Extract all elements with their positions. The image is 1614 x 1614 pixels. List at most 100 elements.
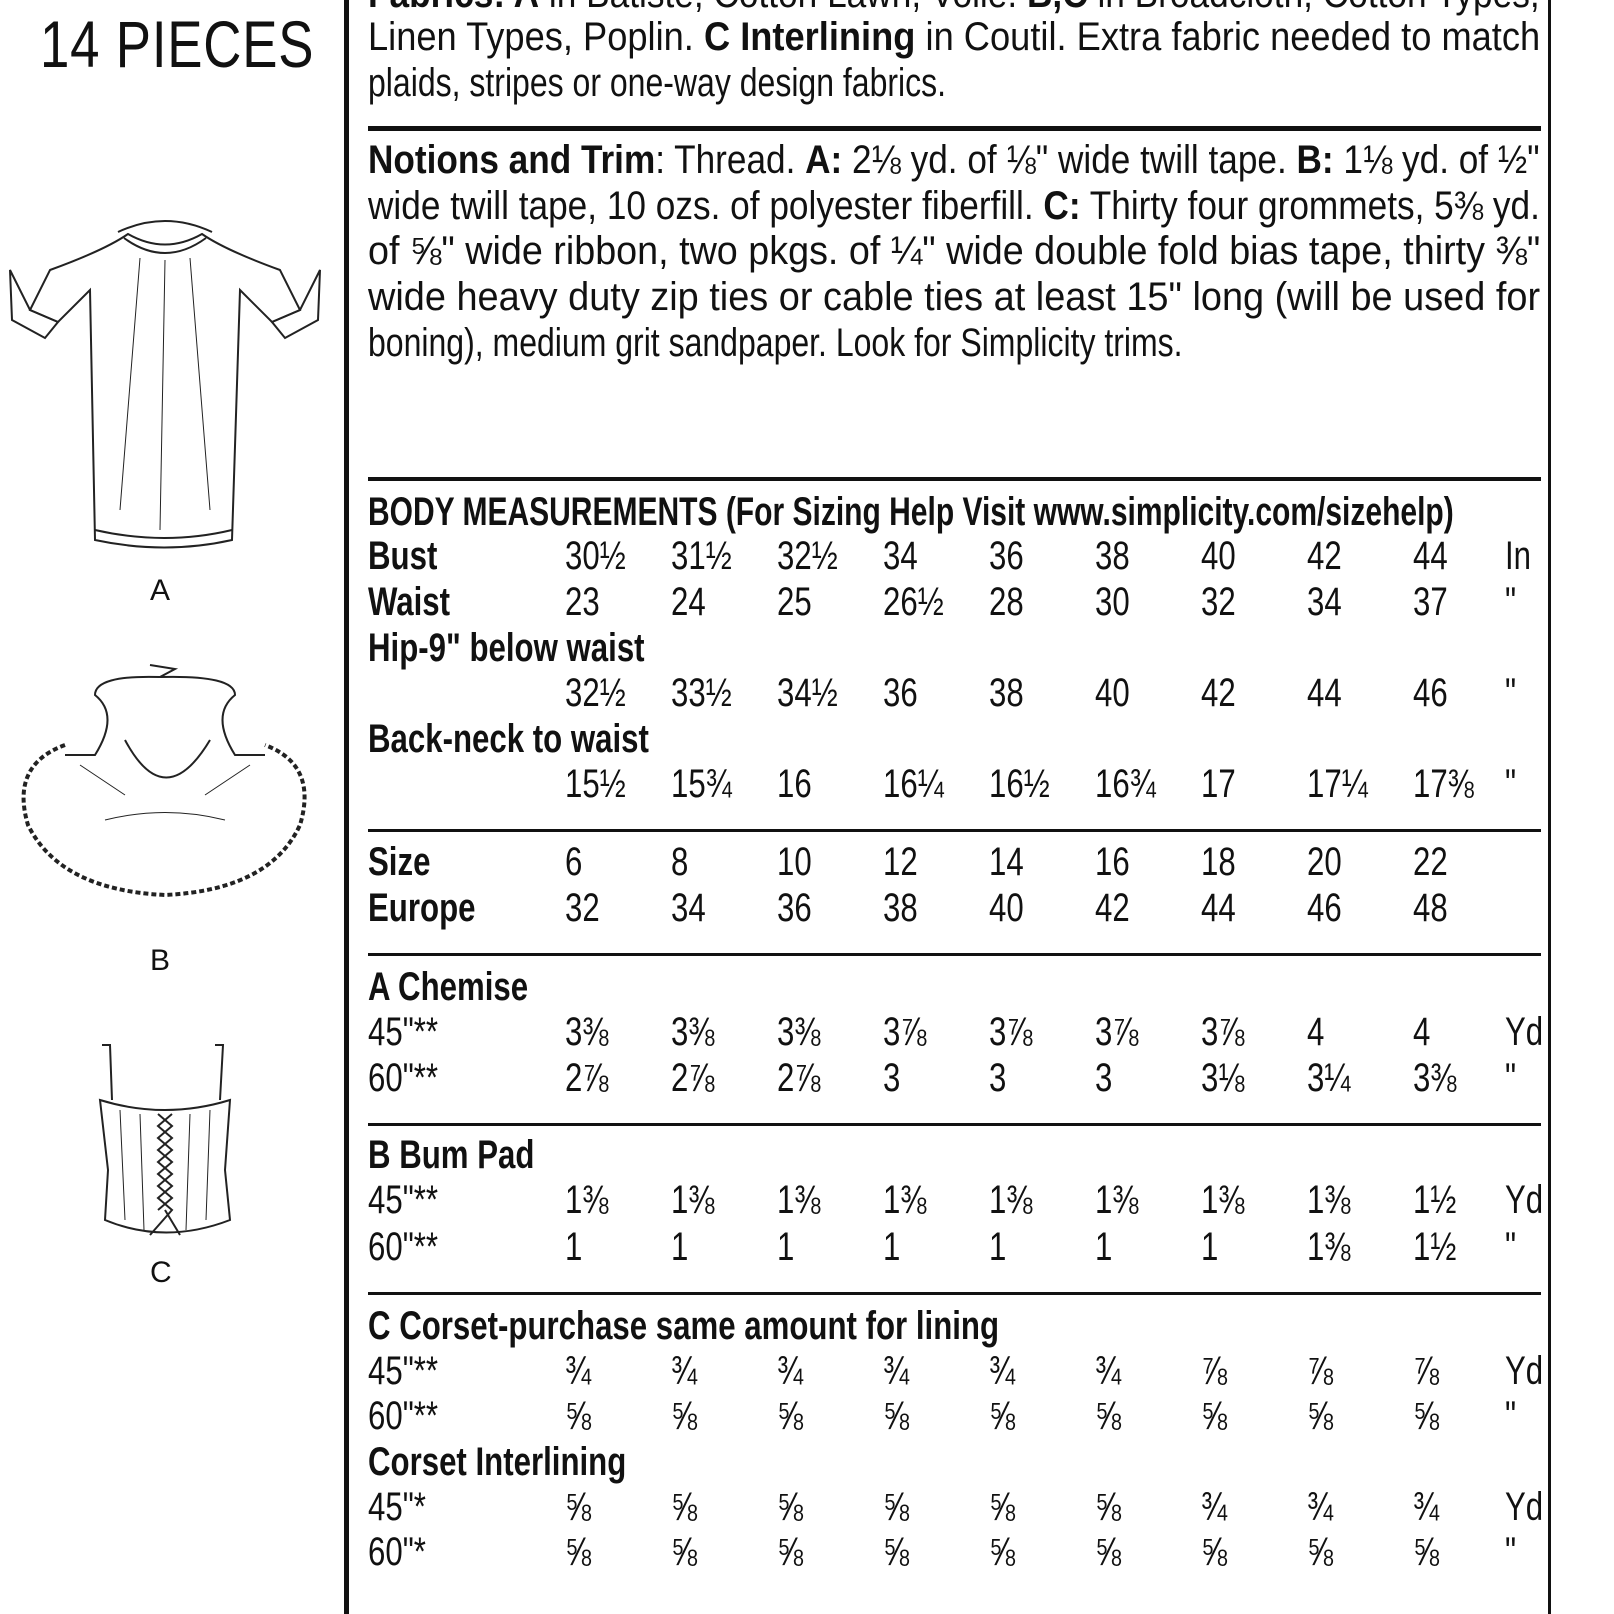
table-cell: 16¾ bbox=[1095, 762, 1156, 806]
row-label: Bust bbox=[368, 534, 438, 578]
row-label: 45"** bbox=[368, 1010, 439, 1054]
table-cell: 46 bbox=[1307, 886, 1342, 930]
table-cell: 16 bbox=[777, 762, 812, 806]
table-cell: 34 bbox=[883, 534, 918, 578]
fabrics-line: plaids, stripes or one-way design fabric… bbox=[368, 61, 947, 105]
table-cell: ⅞ bbox=[1201, 1349, 1228, 1393]
table-cell: 23 bbox=[565, 580, 600, 624]
table-cell: 25 bbox=[777, 580, 812, 624]
table-cell: 1 bbox=[671, 1225, 689, 1269]
table-cell: 38 bbox=[1095, 534, 1130, 578]
section-divider bbox=[368, 1292, 1541, 1295]
notions-line: boning), medium grit sandpaper. Look for… bbox=[368, 321, 1183, 365]
view-label-a: A bbox=[150, 574, 171, 607]
table-cell: 12 bbox=[883, 840, 918, 884]
table-cell: 37 bbox=[1413, 580, 1448, 624]
table-cell: 8 bbox=[671, 840, 689, 884]
table-cell: ⅝ bbox=[777, 1530, 804, 1574]
table-cell: 2⅞ bbox=[671, 1056, 715, 1100]
table-cell: ¾ bbox=[1307, 1485, 1334, 1529]
table-cell: 16 bbox=[1095, 840, 1130, 884]
table-cell: ⅝ bbox=[777, 1394, 804, 1438]
fabrics-line: Fabrics: A in Batiste, Cotton Lawn, Voil… bbox=[368, 0, 1540, 17]
table-cell: ¾ bbox=[1413, 1485, 1440, 1529]
fabrics-line: Linen Types, Poplin. C Interlining in Co… bbox=[368, 15, 1541, 59]
notions-line: of ⅝" wide ribbon, two pkgs. of ¼" wide … bbox=[368, 229, 1541, 273]
table-cell: ⅝ bbox=[565, 1394, 592, 1438]
table-cell: 34 bbox=[671, 886, 706, 930]
table-cell: ⅝ bbox=[1095, 1394, 1122, 1438]
table-cell: 3⅞ bbox=[989, 1010, 1033, 1054]
table-cell: 17⅜ bbox=[1413, 762, 1474, 806]
table-cell: 2⅞ bbox=[565, 1056, 609, 1100]
row-label: 45"** bbox=[368, 1349, 439, 1393]
row-label: 45"* bbox=[368, 1485, 426, 1529]
section-divider bbox=[368, 829, 1541, 832]
table-cell: 36 bbox=[883, 671, 918, 715]
table-cell: 1½ bbox=[1413, 1178, 1457, 1222]
table-cell: 30 bbox=[1095, 580, 1130, 624]
table-cell: 1 bbox=[1201, 1225, 1219, 1269]
unit-label: Yd bbox=[1505, 1485, 1544, 1529]
table-cell: 10 bbox=[777, 840, 812, 884]
table-cell: 34½ bbox=[777, 671, 838, 715]
row-label: C Corset-purchase same amount for lining bbox=[368, 1304, 1000, 1348]
table-cell: ¾ bbox=[777, 1349, 804, 1393]
table-cell: 1⅜ bbox=[1095, 1178, 1139, 1222]
table-cell: 28 bbox=[989, 580, 1024, 624]
table-cell: ⅝ bbox=[989, 1485, 1016, 1529]
table-cell: 24 bbox=[671, 580, 706, 624]
table-cell: 3⅛ bbox=[1201, 1056, 1245, 1100]
table-cell: 1 bbox=[777, 1225, 795, 1269]
chemise-illustration-icon bbox=[9, 220, 321, 549]
table-cell: 4 bbox=[1307, 1010, 1325, 1054]
row-label: Europe bbox=[368, 886, 476, 930]
table-cell: ¾ bbox=[565, 1349, 592, 1393]
table-cell: 33½ bbox=[671, 671, 732, 715]
table-cell: 3⅜ bbox=[671, 1010, 715, 1054]
table-cell: 1 bbox=[989, 1225, 1007, 1269]
table-cell: 17¼ bbox=[1307, 762, 1368, 806]
unit-label: " bbox=[1505, 762, 1517, 806]
table-cell: ⅝ bbox=[989, 1394, 1016, 1438]
section-divider bbox=[368, 126, 1541, 131]
table-cell: 1⅜ bbox=[1307, 1225, 1351, 1269]
row-label: 60"* bbox=[368, 1530, 426, 1574]
table-cell: 1 bbox=[1095, 1225, 1113, 1269]
row-label: Waist bbox=[368, 580, 451, 624]
row-label: A Chemise bbox=[368, 965, 529, 1009]
table-cell: 38 bbox=[989, 671, 1024, 715]
table-cell: 1½ bbox=[1413, 1225, 1457, 1269]
table-cell: ¾ bbox=[883, 1349, 910, 1393]
unit-label: " bbox=[1505, 671, 1517, 715]
table-cell: 3 bbox=[883, 1056, 901, 1100]
table-cell: 3⅜ bbox=[777, 1010, 821, 1054]
table-cell: 3 bbox=[1095, 1056, 1113, 1100]
table-cell: ⅝ bbox=[883, 1530, 910, 1574]
unit-label: " bbox=[1505, 1056, 1517, 1100]
table-cell: ⅝ bbox=[777, 1485, 804, 1529]
section-divider bbox=[368, 953, 1541, 956]
table-cell: 1 bbox=[883, 1225, 901, 1269]
unit-label: In bbox=[1505, 534, 1532, 578]
table-cell: ⅝ bbox=[1095, 1530, 1122, 1574]
row-label: B Bum Pad bbox=[368, 1133, 535, 1177]
corset-illustration-icon bbox=[98, 1044, 232, 1236]
row-label: 45"** bbox=[368, 1178, 439, 1222]
table-cell: 4 bbox=[1413, 1010, 1431, 1054]
section-divider bbox=[368, 1123, 1541, 1126]
table-cell: 6 bbox=[565, 840, 583, 884]
table-cell: 40 bbox=[1201, 534, 1236, 578]
table-cell: ⅝ bbox=[565, 1530, 592, 1574]
row-label: Hip-9" below waist bbox=[368, 626, 645, 670]
table-cell: 40 bbox=[1095, 671, 1130, 715]
table-cell: 3 bbox=[989, 1056, 1007, 1100]
table-cell: 3¼ bbox=[1307, 1056, 1351, 1100]
table-cell: ⅞ bbox=[1307, 1349, 1334, 1393]
table-cell: 30½ bbox=[565, 534, 626, 578]
table-cell: 32½ bbox=[565, 671, 626, 715]
table-cell: 26½ bbox=[883, 580, 944, 624]
table-cell: ¾ bbox=[989, 1349, 1016, 1393]
table-cell: ⅞ bbox=[1413, 1349, 1440, 1393]
row-label: Size bbox=[368, 840, 431, 884]
